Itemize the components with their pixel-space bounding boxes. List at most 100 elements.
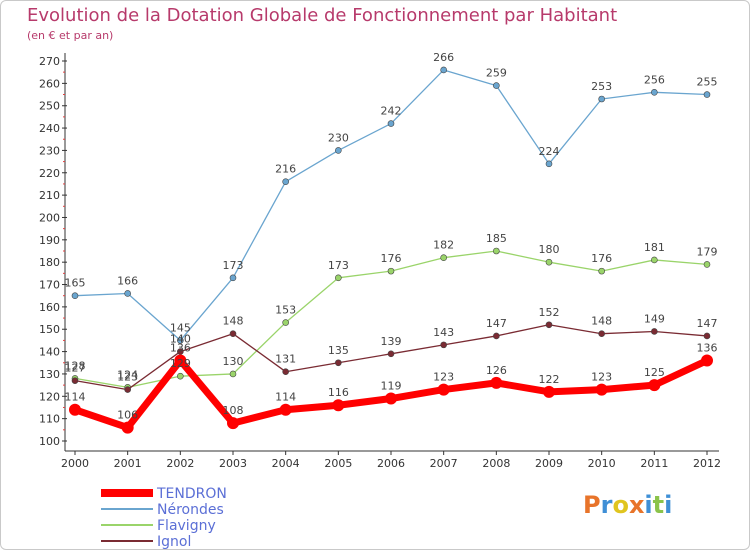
data-point	[651, 328, 658, 335]
legend-label: Flavigny	[157, 518, 216, 534]
data-label: 114	[65, 391, 86, 404]
data-point	[227, 417, 239, 430]
data-point	[229, 370, 237, 378]
data-point	[595, 383, 608, 396]
data-label: 185	[486, 232, 507, 245]
x-tick-label: 2002	[166, 457, 194, 470]
data-label: 129	[170, 357, 191, 370]
legend-label: TENDRON	[156, 486, 227, 502]
chart-title: Evolution de la Dotation Globale de Fonc…	[27, 5, 618, 26]
y-tick-label: 130	[39, 368, 60, 381]
data-label: 224	[539, 145, 560, 158]
proxiti-logo: Proxiti	[583, 491, 672, 519]
data-label: 256	[644, 73, 665, 86]
data-label: 123	[433, 371, 454, 384]
data-label: 108	[223, 404, 244, 417]
data-label: 127	[65, 362, 86, 375]
x-tick-label: 2006	[377, 457, 405, 470]
x-tick-label: 2012	[693, 457, 721, 470]
y-tick-label: 190	[39, 234, 60, 247]
data-point	[545, 321, 553, 329]
data-point	[177, 372, 184, 380]
chart-subtitle: (en € et par an)	[27, 29, 114, 42]
data-label: 119	[381, 380, 402, 393]
data-label: 136	[697, 342, 718, 355]
data-label: 180	[539, 243, 560, 256]
data-label: 173	[328, 259, 349, 272]
data-point	[71, 377, 79, 384]
logo-letter: i	[664, 491, 673, 519]
data-label: 253	[591, 80, 612, 93]
data-point	[598, 95, 605, 103]
data-point	[490, 376, 503, 389]
data-point	[701, 354, 713, 367]
data-point	[387, 350, 395, 358]
data-point	[335, 274, 342, 282]
data-label: 139	[381, 335, 402, 348]
data-label: 148	[591, 315, 612, 328]
data-point	[121, 421, 134, 434]
data-point	[335, 359, 342, 367]
data-point	[124, 290, 131, 297]
x-tick-label: 2000	[61, 457, 89, 470]
data-point	[543, 385, 555, 398]
data-point	[440, 254, 447, 262]
data-label: 179	[697, 245, 718, 258]
data-point	[174, 354, 187, 367]
logo-letter: o	[612, 491, 629, 519]
data-point	[493, 332, 500, 340]
data-point	[651, 256, 658, 264]
data-point	[440, 341, 447, 349]
data-point	[282, 178, 289, 186]
data-label: 147	[486, 317, 507, 330]
x-tick-label: 2010	[588, 457, 616, 470]
data-label: 131	[275, 353, 296, 366]
y-tick-label: 170	[39, 279, 60, 292]
data-label: 143	[433, 326, 454, 339]
x-tick-label: 2011	[640, 457, 668, 470]
legend-label: Ignol	[157, 534, 191, 549]
y-tick-label: 250	[39, 100, 60, 113]
data-point	[332, 399, 345, 412]
data-point	[387, 267, 395, 275]
y-tick-label: 240	[39, 122, 60, 135]
data-label: 149	[644, 312, 665, 325]
data-point	[69, 403, 81, 416]
y-tick-label: 150	[39, 323, 60, 336]
data-label: 136	[170, 342, 191, 355]
data-point	[703, 91, 711, 98]
data-point	[598, 330, 605, 338]
data-label: 166	[117, 274, 138, 287]
data-point	[387, 120, 395, 127]
data-point	[229, 274, 237, 282]
data-label: 125	[644, 366, 665, 379]
data-label: 182	[433, 239, 454, 252]
data-label: 123	[591, 371, 612, 384]
data-label: 216	[275, 163, 296, 176]
y-tick-label: 260	[39, 77, 60, 90]
data-label: 176	[591, 252, 612, 265]
data-point	[493, 82, 500, 89]
data-label: 114	[275, 391, 296, 404]
data-point	[229, 330, 237, 338]
logo-letter: t	[652, 491, 665, 519]
x-tick-label: 2009	[535, 457, 563, 470]
y-tick-label: 210	[39, 189, 60, 202]
data-label: 176	[381, 252, 402, 265]
y-tick-label: 110	[39, 413, 60, 426]
data-label: 123	[117, 371, 138, 384]
data-point	[335, 147, 342, 154]
data-point	[703, 332, 711, 340]
data-label: 145	[170, 321, 191, 334]
data-label: 153	[275, 304, 296, 317]
y-tick-label: 140	[39, 346, 60, 359]
data-label: 106	[117, 409, 138, 422]
data-label: 242	[381, 105, 402, 118]
x-tick-label: 2008	[482, 457, 510, 470]
logo-letter: P	[583, 491, 601, 519]
data-point	[71, 292, 79, 300]
data-label: 140	[170, 333, 191, 346]
data-point	[545, 160, 553, 168]
x-tick-label: 2001	[114, 457, 142, 470]
